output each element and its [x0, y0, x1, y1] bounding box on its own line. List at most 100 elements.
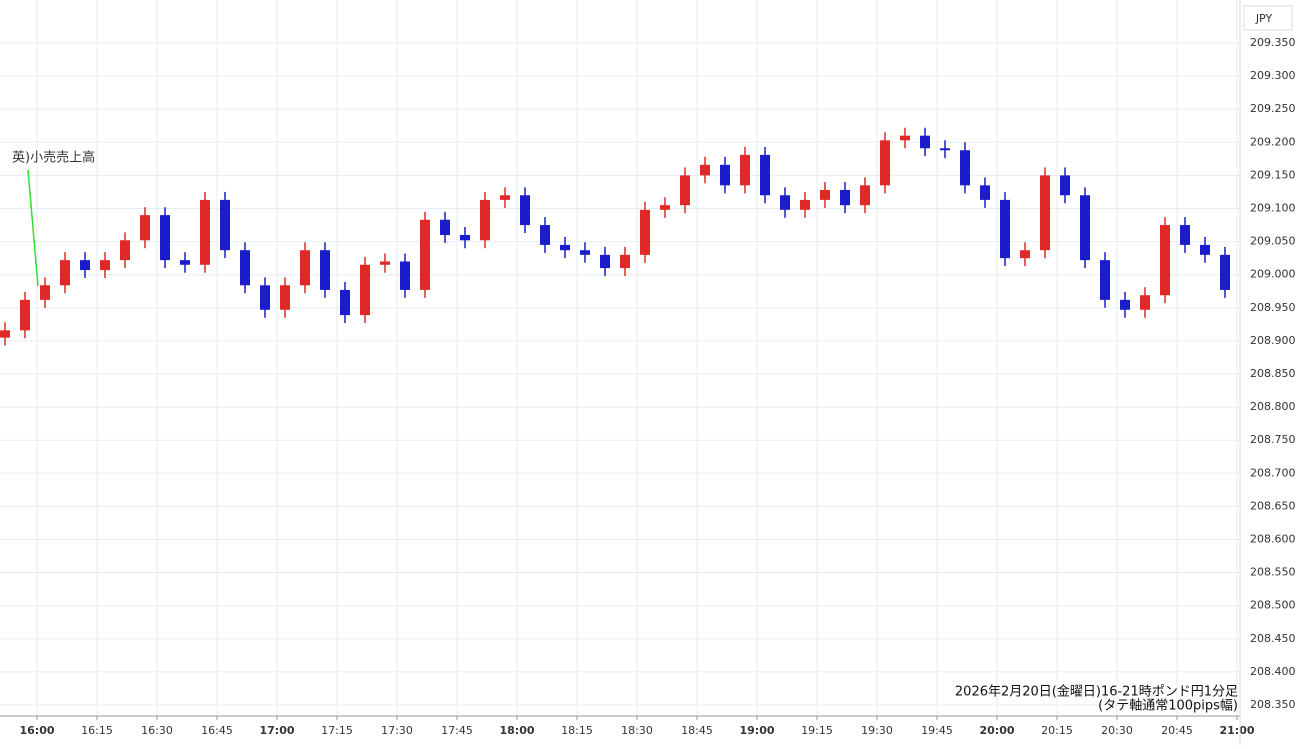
- candle-body: [1120, 299, 1130, 310]
- x-tick-label: 17:15: [321, 724, 353, 737]
- x-tick-label: 21:00: [1219, 724, 1254, 737]
- candle-body: [840, 189, 850, 206]
- x-tick-label: 20:45: [1161, 724, 1193, 737]
- candle-body: [460, 234, 470, 241]
- y-tick-label: 208.700: [1250, 466, 1296, 479]
- y-tick-label: 208.900: [1250, 334, 1296, 347]
- y-tick-label: 209.250: [1250, 102, 1296, 115]
- candle-body: [1160, 225, 1170, 296]
- candle-body: [1220, 254, 1230, 290]
- candle-body: [400, 261, 410, 290]
- x-tick-label: 18:00: [499, 724, 534, 737]
- candle-body: [740, 154, 750, 186]
- x-tick-label: 19:00: [739, 724, 774, 737]
- candle-body: [360, 264, 370, 316]
- y-tick-label: 208.950: [1250, 301, 1296, 314]
- y-tick-label: 208.750: [1250, 433, 1296, 446]
- candle-body: [960, 150, 970, 186]
- candle-body: [1060, 175, 1070, 196]
- candle-body: [1040, 175, 1050, 251]
- y-tick-label: 208.850: [1250, 367, 1296, 380]
- candle-body: [180, 260, 190, 265]
- x-tick-label: 17:30: [381, 724, 413, 737]
- candle-body: [1100, 260, 1110, 300]
- y-tick-label: 208.600: [1250, 533, 1296, 546]
- x-tick-label: 17:00: [259, 724, 294, 737]
- candle-body: [860, 185, 870, 206]
- candle-body: [100, 260, 110, 271]
- candle-body: [620, 254, 630, 269]
- y-tick-label: 209.350: [1250, 36, 1296, 49]
- candle-body: [540, 225, 550, 245]
- candle-body: [220, 199, 230, 251]
- x-tick-label: 19:45: [921, 724, 953, 737]
- x-tick-label: 16:15: [81, 724, 113, 737]
- currency-box: [1243, 5, 1293, 31]
- candle-body: [140, 215, 150, 241]
- y-tick-label: 209.000: [1250, 268, 1296, 281]
- y-tick-label: 208.350: [1250, 698, 1296, 711]
- candle-body: [800, 199, 810, 210]
- caption-line: 2026年2月20日(金曜日)16-21時ポンド円1分足: [955, 684, 1238, 700]
- candle-body: [340, 289, 350, 316]
- y-tick-label: 209.100: [1250, 202, 1296, 215]
- candle-body: [480, 199, 490, 241]
- candle-body: [760, 154, 770, 196]
- x-tick-label: 16:30: [141, 724, 173, 737]
- candle-body: [780, 195, 790, 210]
- x-tick-label: 19:30: [861, 724, 893, 737]
- y-tick-label: 208.650: [1250, 499, 1296, 512]
- candle-body: [600, 254, 610, 269]
- candle-body: [1140, 295, 1150, 310]
- candle-body: [720, 164, 730, 186]
- candle-body: [560, 244, 570, 251]
- candle-body: [60, 260, 70, 286]
- candle-body: [420, 219, 430, 290]
- candle-body: [640, 209, 650, 255]
- x-tick-label: 18:30: [621, 724, 653, 737]
- candle-body: [120, 240, 130, 261]
- candle-body: [820, 189, 830, 200]
- y-tick-label: 209.050: [1250, 235, 1296, 248]
- y-tick-label: 209.300: [1250, 69, 1296, 82]
- x-tick-label: 20:15: [1041, 724, 1073, 737]
- y-tick-label: 208.500: [1250, 599, 1296, 612]
- x-tick-label: 16:00: [19, 724, 54, 737]
- currency-label: JPY: [1255, 12, 1273, 25]
- y-tick-label: 208.800: [1250, 400, 1296, 413]
- candle-body: [200, 199, 210, 265]
- candle-body: [980, 185, 990, 200]
- candle-body: [680, 175, 690, 206]
- x-tick-label: 20:30: [1101, 724, 1133, 737]
- x-tick-label: 16:45: [201, 724, 233, 737]
- candle-body: [260, 285, 270, 310]
- candle-body: [700, 164, 710, 176]
- x-tick-label: 19:15: [801, 724, 833, 737]
- candle-body: [1080, 195, 1090, 261]
- candle-body: [580, 250, 590, 255]
- candle-body: [20, 299, 30, 331]
- y-tick-label: 209.200: [1250, 135, 1296, 148]
- candle-body: [500, 195, 510, 200]
- y-tick-label: 208.550: [1250, 566, 1296, 579]
- candle-body: [0, 330, 10, 338]
- candle-body: [440, 219, 450, 235]
- caption-line: (タテ軸通常100pips幅): [1098, 699, 1238, 714]
- candle-body: [1000, 199, 1010, 259]
- candle-body: [940, 148, 950, 151]
- candle-body: [520, 195, 530, 226]
- candle-body: [1180, 225, 1190, 245]
- x-tick-label: 17:45: [441, 724, 473, 737]
- candle-body: [280, 285, 290, 310]
- y-tick-label: 209.150: [1250, 168, 1296, 181]
- candle-body: [40, 285, 50, 300]
- candle-body: [1200, 244, 1210, 255]
- candle-body: [380, 261, 390, 265]
- candle-body: [880, 140, 890, 186]
- candle-body: [900, 135, 910, 141]
- y-tick-label: 208.450: [1250, 632, 1296, 645]
- x-tick-label: 20:00: [979, 724, 1014, 737]
- x-tick-label: 18:15: [561, 724, 593, 737]
- candle-body: [660, 205, 670, 210]
